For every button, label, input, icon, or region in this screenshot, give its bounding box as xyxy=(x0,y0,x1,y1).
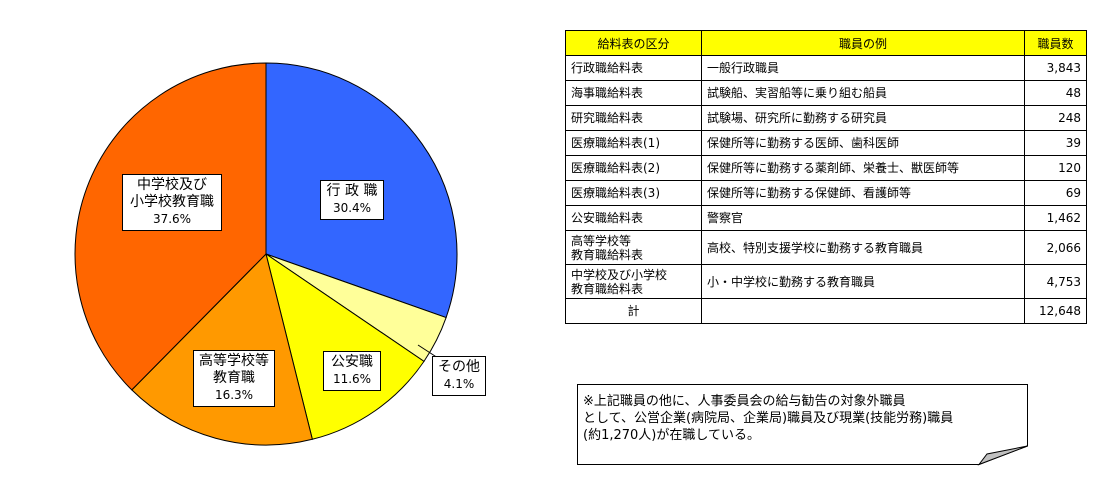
row-example: 保健所等に勤務する保健師、看護師等 xyxy=(701,180,1025,206)
header-example: 職員の例 xyxy=(701,30,1025,56)
table-row: 研究職給料表 試験場、研究所に勤務する研究員 248 xyxy=(565,105,1087,131)
row-example: 小・中学校に勤務する教育職員 xyxy=(701,264,1025,299)
slice-label-koan: 公安職 11.6% xyxy=(323,351,381,391)
slice-label-other: その他 4.1% xyxy=(432,356,486,396)
slice-label-junior-elementary: 中学校及び 小学校教育職 37.6% xyxy=(122,174,222,231)
row-count: 2,066 xyxy=(1024,230,1087,265)
header-category: 給料表の区分 xyxy=(565,30,702,56)
row-count: 1,462 xyxy=(1024,205,1087,231)
row-category: 医療職給料表(1) xyxy=(565,130,702,156)
table-row: 医療職給料表(2) 保健所等に勤務する薬剤師、栄養士、獣医師等 120 xyxy=(565,155,1087,181)
row-example: 試験場、研究所に勤務する研究員 xyxy=(701,105,1025,131)
table-row: 海事職給料表 試験船、実習船等に乗り組む船員 48 xyxy=(565,80,1087,106)
row-count: 4,753 xyxy=(1024,264,1087,299)
row-category: 高等学校等 教育職給料表 xyxy=(565,230,702,265)
table-header-row: 給料表の区分 職員の例 職員数 xyxy=(565,30,1087,56)
row-count: 248 xyxy=(1024,105,1087,131)
table-row: 高等学校等 教育職給料表 高校、特別支援学校に勤務する教育職員 2,066 xyxy=(565,230,1087,265)
slice-label-high-school: 高等学校等 教育職 16.3% xyxy=(193,350,275,407)
table-row: 行政職給料表 一般行政職員 3,843 xyxy=(565,55,1087,81)
row-example: 警察官 xyxy=(701,205,1025,231)
note-text: ※上記職員の他に、人事委員会の給与勧告の対象外職員 として、公営企業(病院局、企… xyxy=(583,394,954,443)
row-count: 120 xyxy=(1024,155,1087,181)
note-box xyxy=(577,384,1028,466)
row-count: 3,843 xyxy=(1024,55,1087,81)
row-category: 中学校及び小学校 教育職給料表 xyxy=(565,264,702,299)
total-count: 12,648 xyxy=(1024,298,1087,324)
other-leader-line xyxy=(417,344,439,359)
row-example: 一般行政職員 xyxy=(701,55,1025,81)
total-label: 計 xyxy=(565,298,702,324)
row-category: 行政職給料表 xyxy=(565,55,702,81)
row-example: 試験船、実習船等に乗り組む船員 xyxy=(701,80,1025,106)
pie-chart xyxy=(74,62,458,446)
table-row: 医療職給料表(1) 保健所等に勤務する医師、歯科医師 39 xyxy=(565,130,1087,156)
row-category: 研究職給料表 xyxy=(565,105,702,131)
row-count: 69 xyxy=(1024,180,1087,206)
slice-label-gyosei: 行 政 職 30.4% xyxy=(320,180,384,220)
row-category: 医療職給料表(2) xyxy=(565,155,702,181)
row-example: 保健所等に勤務する薬剤師、栄養士、獣医師等 xyxy=(701,155,1025,181)
table-row: 医療職給料表(3) 保健所等に勤務する保健師、看護師等 69 xyxy=(565,180,1087,206)
row-count: 39 xyxy=(1024,130,1087,156)
row-example: 保健所等に勤務する医師、歯科医師 xyxy=(701,130,1025,156)
table-row: 中学校及び小学校 教育職給料表 小・中学校に勤務する教育職員 4,753 xyxy=(565,264,1087,299)
table-row: 公安職給料表 警察官 1,462 xyxy=(565,205,1087,231)
total-example xyxy=(701,298,1025,324)
table-total-row: 計 12,648 xyxy=(565,298,1087,324)
row-category: 医療職給料表(3) xyxy=(565,180,702,206)
row-example: 高校、特別支援学校に勤務する教育職員 xyxy=(701,230,1025,265)
header-count: 職員数 xyxy=(1024,30,1087,56)
slice-koan xyxy=(265,252,425,440)
salary-table: 給料表の区分 職員の例 職員数 行政職給料表 一般行政職員 3,843 海事職給… xyxy=(565,30,1087,324)
row-category: 海事職給料表 xyxy=(565,80,702,106)
row-category: 公安職給料表 xyxy=(565,205,702,231)
row-count: 48 xyxy=(1024,80,1087,106)
